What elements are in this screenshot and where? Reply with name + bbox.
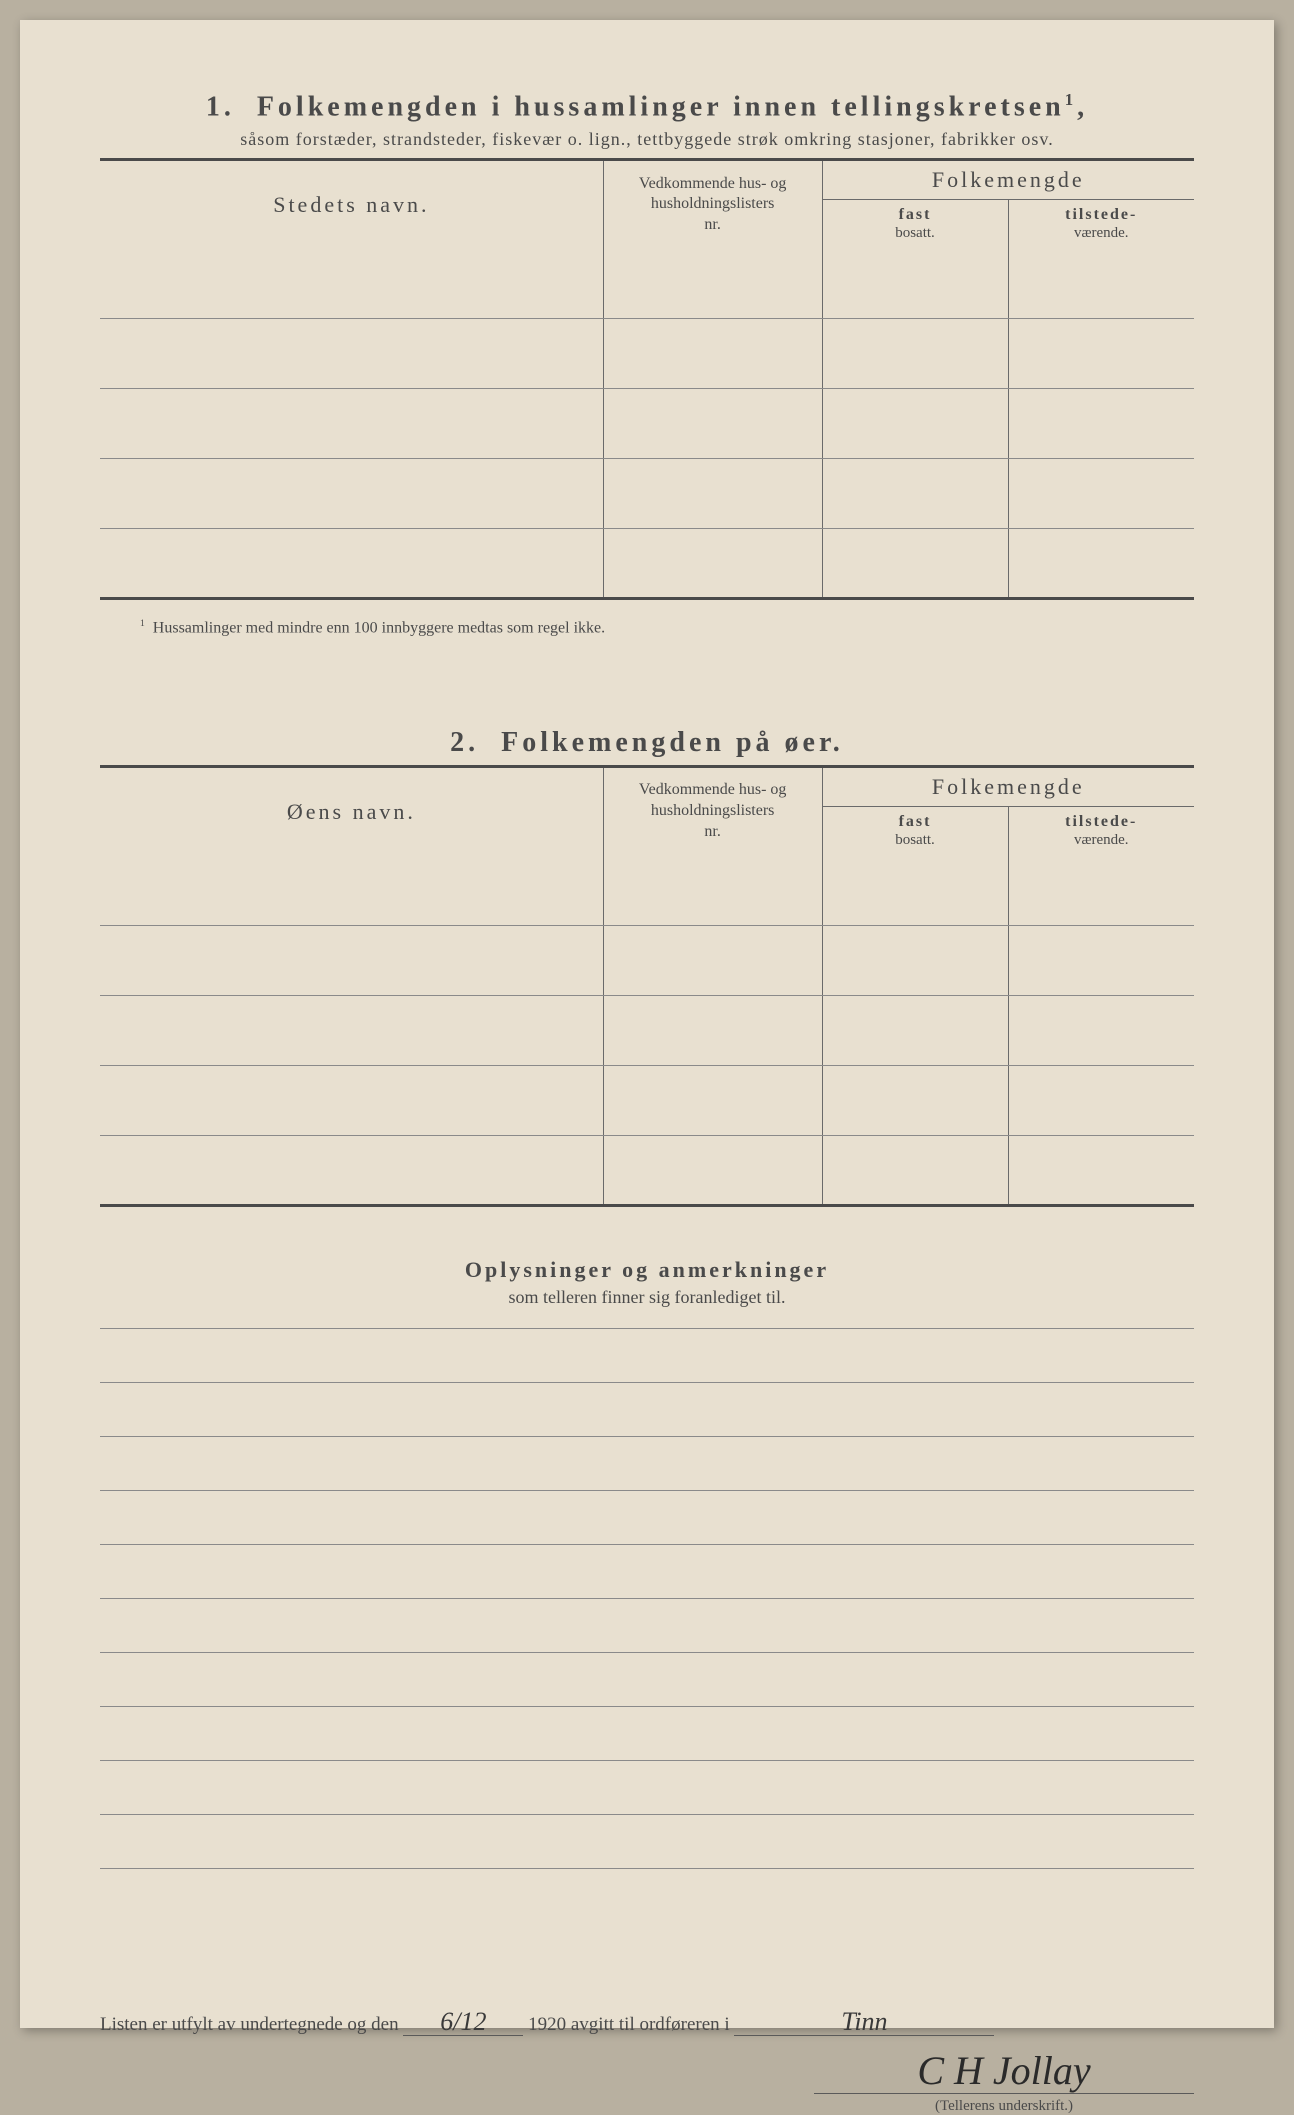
t1-fast: fast (899, 206, 932, 223)
t1-lists-l2: husholdningslisters (651, 195, 775, 212)
t2-col-lists: Vedkommende hus- og husholdningslisters … (603, 767, 822, 856)
ruled-line (100, 1437, 1194, 1491)
table-row (100, 1065, 1194, 1135)
table-row (100, 995, 1194, 1065)
table-row (100, 248, 1194, 318)
table-2: Øens navn. Vedkommende hus- og husholdni… (100, 765, 1194, 1207)
t2-lists-l1: Vedkommende hus- og (639, 781, 787, 798)
ruled-line (100, 1599, 1194, 1653)
footnote-1: 1 Hussamlinger med mindre enn 100 innbyg… (140, 618, 1194, 637)
ruled-line (100, 1653, 1194, 1707)
s2-title-text: Folkemengden på øer. (501, 727, 844, 758)
signature-line: C H Jollay (Tellerens underskrift.) (814, 2051, 1194, 2115)
sig-year: 1920 (528, 2014, 566, 2035)
t1-fast2: bosatt. (895, 225, 935, 241)
ruled-line (100, 1761, 1194, 1815)
t2-lists-l3: nr. (704, 823, 720, 840)
t1-col-name: Stedets navn. (100, 160, 603, 249)
place-fillin: Tinn (734, 2009, 994, 2036)
t2-lists-l2: husholdningslisters (651, 802, 775, 819)
t2-body (100, 855, 1194, 1205)
t1-col-lists: Vedkommende hus- og husholdningslisters … (603, 160, 822, 249)
t2-col-name: Øens navn. (100, 767, 603, 856)
remarks-title: Oplysninger og anmerkninger (100, 1257, 1194, 1283)
s1-sup: 1 (1065, 90, 1077, 109)
census-form-page: 1. Folkemengden i hussamlinger innen tel… (20, 20, 1274, 2028)
t2-col-pop: Folkemengde (822, 767, 1194, 807)
t1-lists-l1: Vedkommende hus- og (639, 175, 787, 192)
remarks-subtitle: som telleren finner sig foranlediget til… (100, 1287, 1194, 1308)
ruled-line (100, 1329, 1194, 1383)
sig-text2: avgitt til ordføreren i (571, 2014, 730, 2035)
t1-til2: værende. (1074, 225, 1129, 241)
t2-fast2: bosatt. (895, 832, 935, 848)
table-1: Stedets navn. Vedkommende hus- og hushol… (100, 158, 1194, 600)
fn-mark: 1 (140, 618, 145, 629)
section-1-title: 1. Folkemengden i hussamlinger innen tel… (100, 90, 1194, 123)
section-3: Oplysninger og anmerkninger som telleren… (100, 1257, 1194, 1869)
t1-til: tilstede- (1065, 206, 1137, 223)
t2-til: tilstede- (1065, 813, 1137, 830)
ruled-line (100, 1707, 1194, 1761)
ruled-line (100, 1491, 1194, 1545)
table-row (100, 855, 1194, 925)
date-fillin: 6/12 (403, 2009, 523, 2036)
t1-col-fast: fast bosatt. (822, 200, 1008, 249)
table-row (100, 388, 1194, 458)
table-row (100, 528, 1194, 598)
t2-col-til: tilstede- værende. (1008, 807, 1194, 856)
t1-body (100, 248, 1194, 598)
t2-col-fast: fast bosatt. (822, 807, 1008, 856)
s1-subtitle: såsom forstæder, strandsteder, fiskevær … (100, 129, 1194, 150)
s1-number: 1. (206, 91, 235, 122)
t1-lists-l3: nr. (704, 216, 720, 233)
s1-comma: , (1077, 91, 1088, 122)
fn-text: Hussamlinger med mindre enn 100 innbygge… (153, 619, 605, 636)
t2-til2: værende. (1074, 832, 1129, 848)
table-row (100, 318, 1194, 388)
ruled-line (100, 1545, 1194, 1599)
section-1: 1. Folkemengden i hussamlinger innen tel… (100, 90, 1194, 637)
signature-caption: (Tellerens underskrift.) (814, 2098, 1194, 2115)
ruled-line (100, 1383, 1194, 1437)
t1-col-til: tilstede- værende. (1008, 200, 1194, 249)
table-row (100, 1135, 1194, 1205)
ruled-lines (100, 1328, 1194, 1869)
s1-title-text: Folkemengden i hussamlinger innen tellin… (257, 91, 1065, 122)
section-2: 2. Folkemengden på øer. Øens navn. Vedko… (100, 727, 1194, 1207)
ruled-line (100, 1815, 1194, 1869)
signature-name: C H Jollay (814, 2051, 1194, 2094)
signature-block: Listen er utfylt av undertegnede og den … (100, 2009, 1194, 2036)
t1-col-pop: Folkemengde (822, 160, 1194, 200)
table-row (100, 458, 1194, 528)
t2-fast: fast (899, 813, 932, 830)
section-2-title: 2. Folkemengden på øer. (100, 727, 1194, 759)
s2-number: 2. (450, 727, 479, 758)
sig-text1: Listen er utfylt av undertegnede og den (100, 2014, 399, 2035)
table-row (100, 925, 1194, 995)
